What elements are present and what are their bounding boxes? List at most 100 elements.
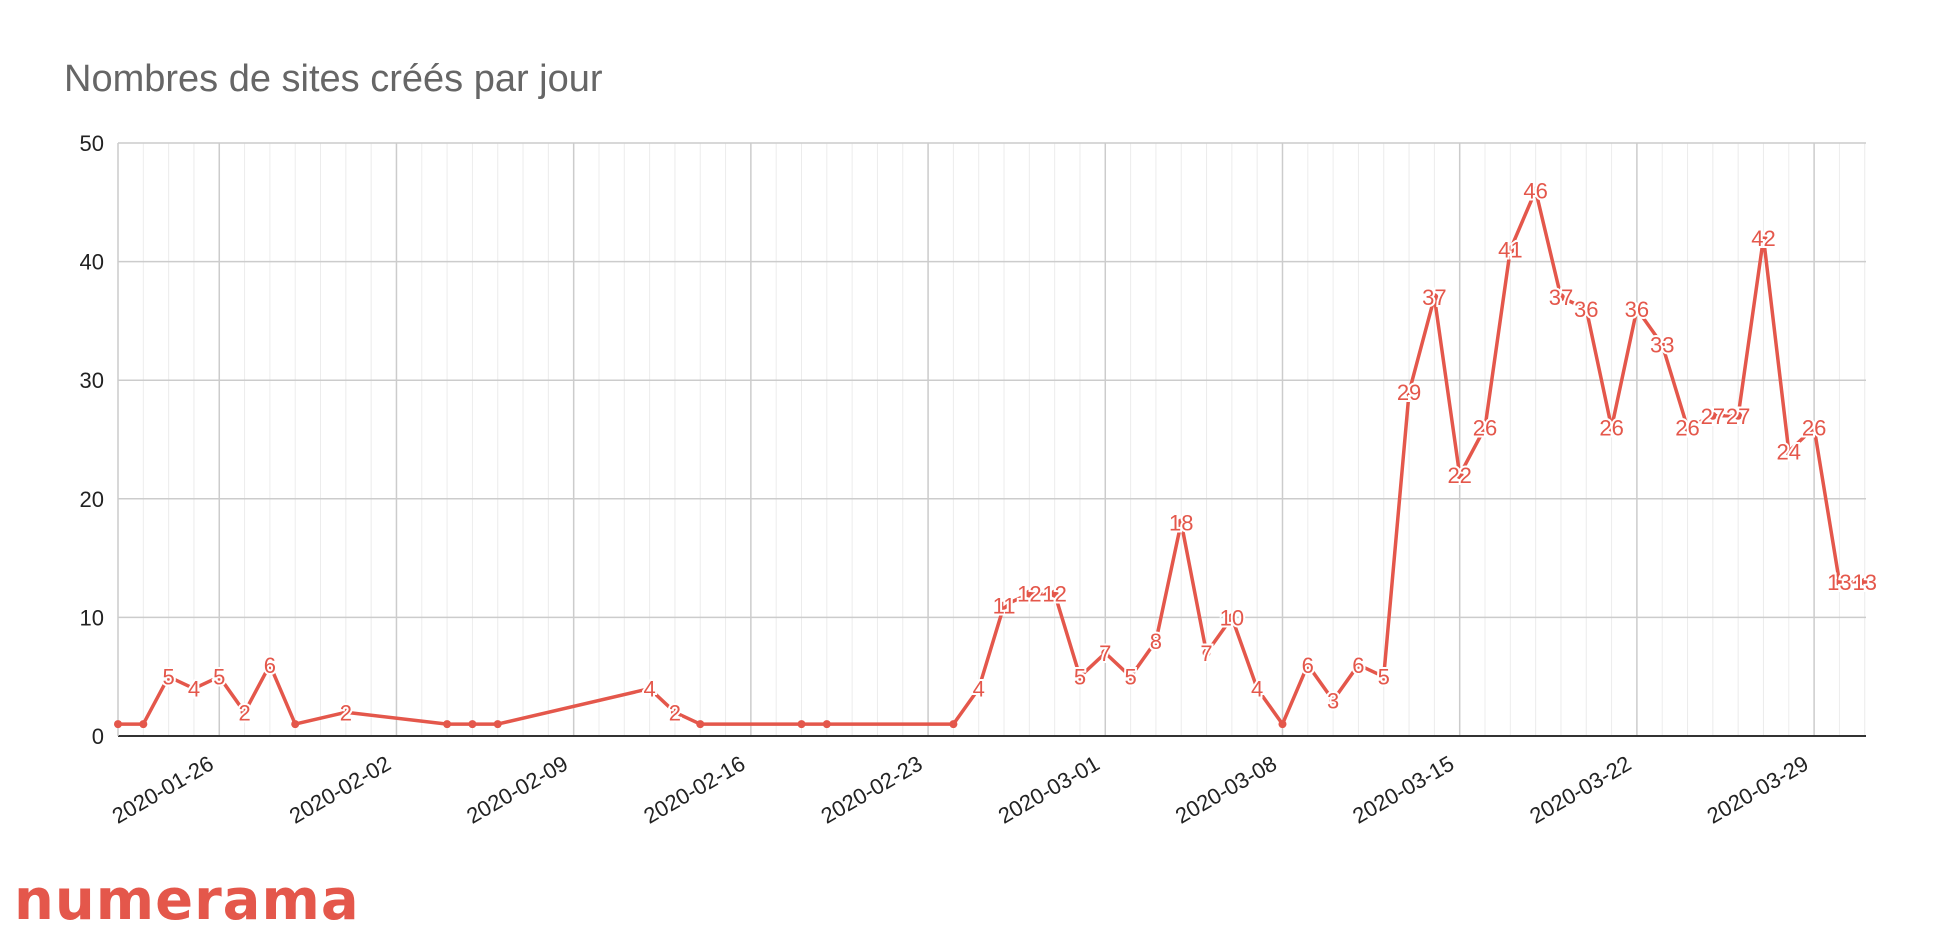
- data-label: 36: [1625, 297, 1649, 322]
- data-label: 4: [188, 677, 200, 702]
- data-point: [1379, 672, 1388, 681]
- line-chart: 2020-01-26 2020-02-02 2020-02-09 2020-02-16…: [80, 131, 1879, 829]
- data-point: [1253, 684, 1262, 693]
- data-label: 2: [669, 700, 681, 725]
- data-point: [1405, 388, 1414, 397]
- y-tick-label: 30: [80, 368, 104, 393]
- x-tick-label: 2020-03-22: [1525, 751, 1635, 829]
- data-point: [1202, 648, 1211, 657]
- data-label: 46: [1523, 178, 1547, 203]
- data-label: 26: [1802, 416, 1826, 441]
- data-point: [974, 684, 983, 693]
- data-label: 27: [1701, 404, 1725, 429]
- data-point: [1481, 423, 1490, 432]
- data-point: [493, 720, 502, 729]
- data-point: [1050, 589, 1059, 598]
- data-label: 7: [1200, 641, 1212, 666]
- data-point: [139, 720, 148, 729]
- data-label: 5: [1124, 665, 1136, 690]
- data-point: [1227, 613, 1236, 622]
- data-point: [291, 720, 300, 729]
- data-point: [696, 720, 705, 729]
- data-label: 18: [1169, 511, 1193, 536]
- data-label: 42: [1751, 226, 1775, 251]
- data-point: [164, 672, 173, 681]
- data-label: 3: [1327, 688, 1339, 713]
- data-point: [1025, 589, 1034, 598]
- data-point: [215, 672, 224, 681]
- series-line: [118, 188, 1865, 726]
- data-point: [670, 708, 679, 717]
- y-tick-label: 10: [80, 605, 104, 630]
- data-point: [1506, 245, 1515, 254]
- data-point: [1329, 696, 1338, 705]
- data-point: [1784, 447, 1793, 456]
- data-point: [1582, 305, 1591, 314]
- data-label: 36: [1574, 297, 1598, 322]
- y-tick-label: 40: [80, 250, 104, 275]
- data-label: 10: [1220, 605, 1244, 630]
- data-label: 13: [1827, 570, 1851, 595]
- data-label: 6: [1352, 653, 1364, 678]
- data-point: [1430, 293, 1439, 302]
- data-label: 41: [1498, 238, 1522, 263]
- data-label: 4: [973, 677, 985, 702]
- data-point: [1607, 423, 1616, 432]
- y-tick-label: 20: [80, 487, 104, 512]
- data-label: 2: [238, 700, 250, 725]
- series-path: [118, 188, 1865, 726]
- data-point: [443, 720, 452, 729]
- x-tick-label: 2020-01-26: [108, 751, 218, 829]
- data-label: 24: [1777, 439, 1801, 464]
- data-point: [468, 720, 477, 729]
- data-point: [1708, 411, 1717, 420]
- data-label: 6: [1302, 653, 1314, 678]
- data-point: [1278, 720, 1287, 729]
- x-tick-label: 2020-02-02: [285, 751, 395, 829]
- data-points: [114, 186, 1869, 729]
- data-label: 5: [1378, 665, 1390, 690]
- x-tick-label: 2020-03-29: [1703, 751, 1813, 829]
- data-point: [1531, 186, 1540, 195]
- data-point: [1632, 305, 1641, 314]
- chart-title: Nombres de sites créés par jour: [64, 58, 603, 100]
- data-label: 8: [1150, 629, 1162, 654]
- x-tick-label: 2020-02-16: [639, 751, 749, 829]
- data-label: 4: [643, 677, 655, 702]
- data-label: 37: [1549, 285, 1573, 310]
- data-label: 6: [264, 653, 276, 678]
- data-label: 22: [1447, 463, 1471, 488]
- data-label: 12: [1017, 582, 1041, 607]
- data-point: [1658, 340, 1667, 349]
- data-label: 29: [1397, 380, 1421, 405]
- data-point: [1683, 423, 1692, 432]
- data-point: [1126, 672, 1135, 681]
- data-point: [1455, 471, 1464, 480]
- data-point: [114, 720, 122, 729]
- data-point: [1835, 577, 1844, 586]
- x-tick-label: 2020-03-08: [1171, 751, 1281, 829]
- data-label: 5: [213, 665, 225, 690]
- data-label: 7: [1099, 641, 1111, 666]
- data-point: [341, 708, 350, 717]
- data-label: 5: [1074, 665, 1086, 690]
- x-tick-label: 2020-02-09: [462, 751, 572, 829]
- data-label: 13: [1852, 570, 1876, 595]
- data-point: [265, 660, 274, 669]
- data-point: [1860, 577, 1869, 586]
- data-label: 11: [993, 594, 1016, 619]
- data-point: [189, 684, 198, 693]
- data-point: [1075, 672, 1084, 681]
- data-label: 27: [1726, 404, 1750, 429]
- data-label: 26: [1675, 416, 1699, 441]
- data-label: 4: [1251, 677, 1263, 702]
- data-label: 26: [1473, 416, 1497, 441]
- x-tick-label: 2020-03-15: [1348, 751, 1458, 829]
- y-tick-label: 50: [80, 131, 104, 156]
- y-tick-label: 0: [92, 724, 104, 749]
- x-tick-label: 2020-03-01: [994, 751, 1104, 829]
- data-label: 26: [1599, 416, 1623, 441]
- data-label: 2: [340, 700, 352, 725]
- data-point: [645, 684, 654, 693]
